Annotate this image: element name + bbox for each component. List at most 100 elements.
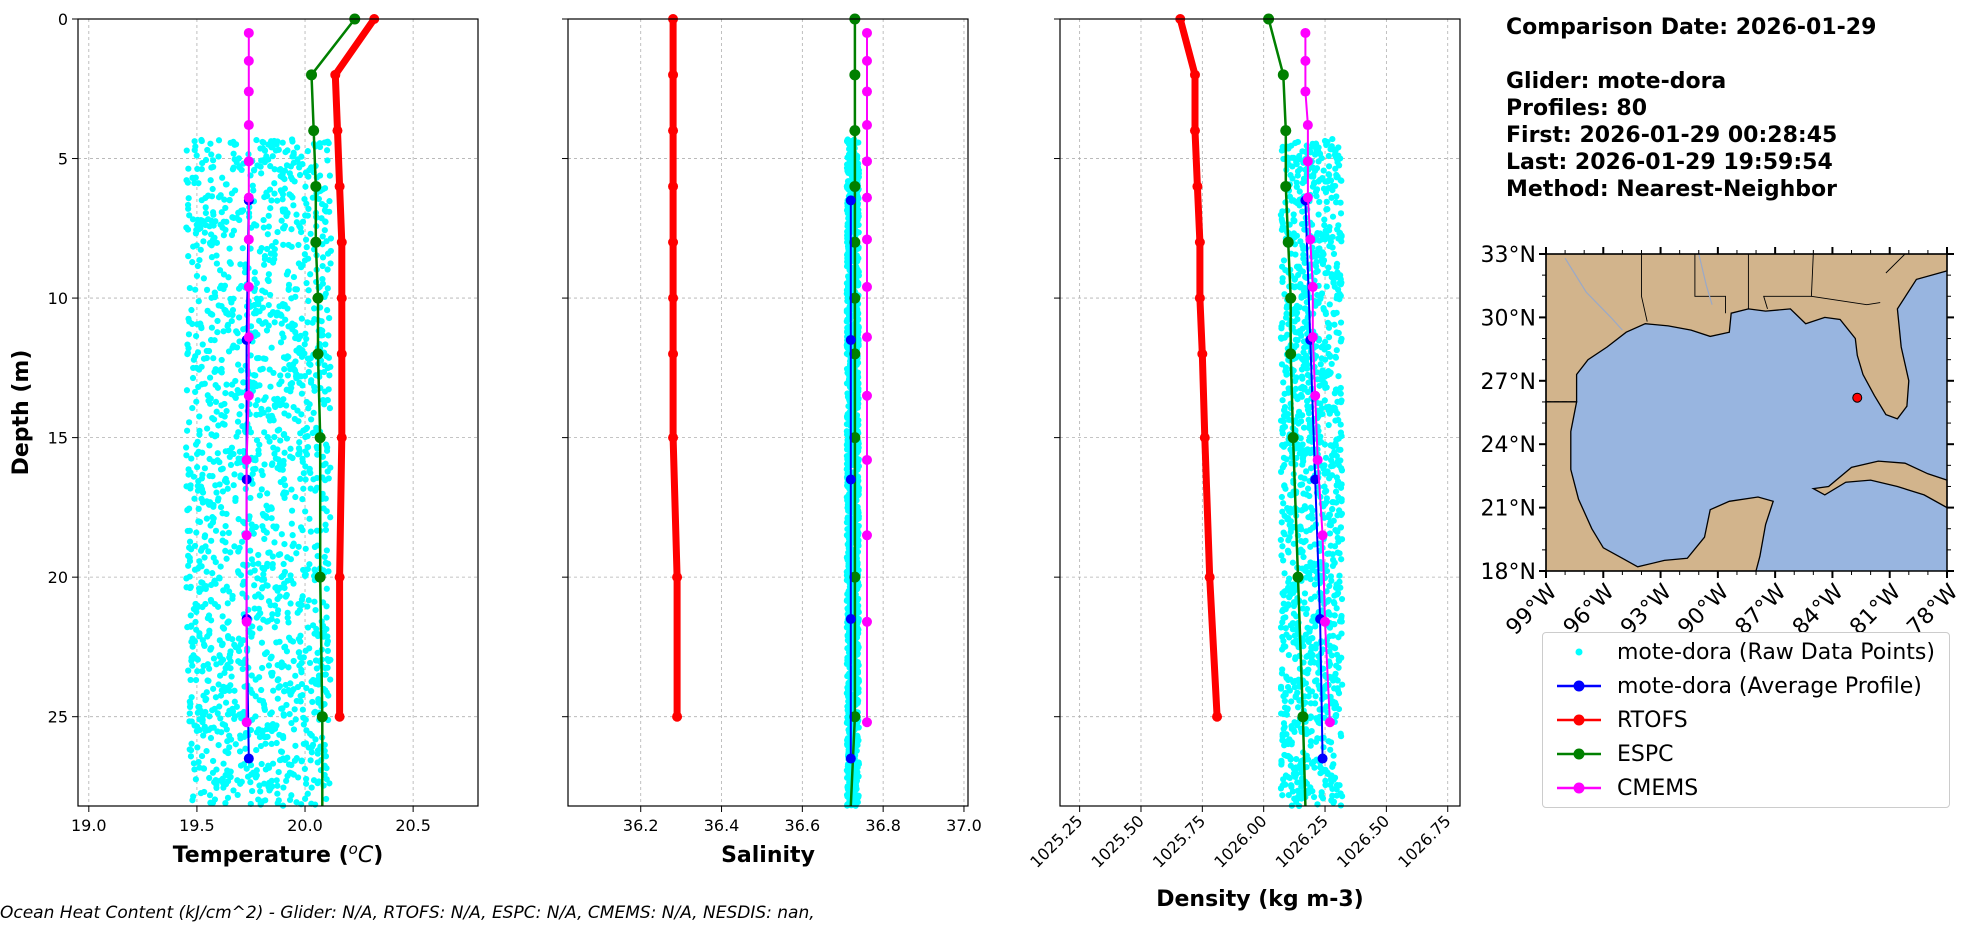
- raw-data-point: [199, 579, 206, 587]
- raw-data-point: [209, 769, 217, 776]
- raw-data-point: [311, 543, 318, 551]
- raw-data-point: [254, 397, 261, 404]
- raw-data-point: [204, 392, 211, 399]
- raw-data-point: [280, 784, 287, 791]
- raw-data-point: [327, 514, 334, 521]
- raw-data-point: [1316, 198, 1323, 206]
- raw-data-point: [231, 543, 238, 550]
- raw-data-point: [211, 779, 218, 786]
- raw-data-point: [275, 768, 282, 776]
- raw-data-point: [1307, 659, 1314, 666]
- series-point-cmems: [861, 55, 872, 66]
- raw-data-point: [238, 778, 245, 785]
- series-point-espc: [1282, 236, 1294, 248]
- raw-data-point: [1335, 634, 1342, 641]
- raw-data-point: [1330, 499, 1337, 506]
- raw-data-point: [1296, 188, 1303, 195]
- series-point-espc: [308, 125, 320, 137]
- raw-data-point: [286, 191, 293, 198]
- legend-label: CMEMS: [1617, 775, 1699, 801]
- raw-data-point: [208, 151, 215, 158]
- raw-data-point: [1285, 602, 1292, 609]
- raw-data-point: [1304, 397, 1311, 405]
- raw-data-point: [199, 668, 206, 675]
- raw-data-point: [222, 547, 229, 554]
- raw-data-point: [1294, 704, 1302, 711]
- raw-data-point: [852, 769, 859, 776]
- raw-data-point: [315, 195, 322, 203]
- raw-data-point: [271, 251, 278, 258]
- series-point-espc: [1297, 711, 1309, 723]
- series-line-rtofs: [331, 16, 378, 717]
- series-point-cmems: [1305, 234, 1316, 245]
- raw-data-point: [301, 372, 309, 380]
- raw-data-point: [319, 254, 327, 261]
- series-point-glider: [845, 334, 856, 345]
- raw-data-point: [1329, 562, 1337, 570]
- raw-data-point: [1318, 231, 1326, 239]
- raw-data-point: [299, 382, 306, 389]
- raw-data-point: [185, 667, 192, 674]
- raw-data-point: [1338, 465, 1345, 472]
- raw-data-point: [285, 353, 292, 361]
- raw-data-point: [234, 460, 241, 467]
- series-point-rtofs: [1192, 181, 1203, 192]
- raw-data-point: [236, 748, 244, 755]
- raw-data-point: [188, 546, 195, 553]
- raw-data-point: [194, 656, 201, 663]
- legend-marker: [1575, 648, 1583, 656]
- raw-data-point: [1277, 624, 1285, 631]
- raw-data-point: [1314, 291, 1321, 299]
- raw-data-point: [1334, 226, 1341, 233]
- raw-data-point: [185, 562, 192, 569]
- raw-data-point: [230, 482, 237, 489]
- raw-data-point: [1325, 163, 1333, 170]
- raw-data-point: [238, 402, 245, 410]
- raw-data-point: [1301, 590, 1309, 597]
- raw-data-point: [1285, 537, 1292, 544]
- raw-data-point: [209, 185, 216, 193]
- raw-data-point: [302, 716, 309, 723]
- raw-data-point: [1305, 569, 1312, 576]
- series-point-glider: [845, 753, 856, 764]
- raw-data-point: [280, 712, 287, 719]
- raw-data-point: [1337, 524, 1344, 531]
- raw-data-point: [185, 165, 192, 172]
- map-border: [1763, 253, 1814, 310]
- raw-data-point: [1337, 790, 1344, 797]
- x-tick-label: 36.8: [865, 816, 901, 835]
- raw-data-point: [236, 411, 243, 418]
- raw-data-point: [1327, 146, 1334, 153]
- raw-data-point: [282, 593, 289, 600]
- raw-data-point: [195, 383, 202, 391]
- raw-data-point: [305, 368, 312, 376]
- raw-data-point: [270, 523, 277, 530]
- raw-data-point: [204, 146, 211, 154]
- raw-data-point: [1298, 507, 1305, 514]
- raw-data-point: [1280, 725, 1287, 733]
- raw-data-point: [265, 223, 272, 230]
- raw-data-point: [1280, 412, 1288, 419]
- raw-data-point: [258, 467, 265, 475]
- raw-data-point: [1334, 687, 1342, 694]
- raw-data-point: [261, 535, 268, 543]
- raw-data-point: [264, 490, 271, 497]
- raw-data-point: [1289, 626, 1296, 633]
- raw-data-point: [185, 195, 192, 202]
- raw-data-point: [1293, 179, 1300, 186]
- raw-data-point: [279, 174, 286, 181]
- raw-data-point: [218, 402, 225, 409]
- raw-data-point: [271, 319, 278, 326]
- raw-data-point: [225, 348, 233, 355]
- series-point-espc: [310, 236, 322, 248]
- raw-data-point: [267, 205, 274, 212]
- raw-data-point: [206, 630, 213, 637]
- raw-data-point: [1280, 710, 1288, 718]
- raw-data-point: [314, 649, 321, 657]
- raw-data-point: [194, 165, 201, 173]
- raw-data-point: [1279, 792, 1286, 799]
- raw-data-point: [1299, 605, 1306, 612]
- raw-data-point: [308, 377, 315, 384]
- raw-data-point: [302, 463, 309, 470]
